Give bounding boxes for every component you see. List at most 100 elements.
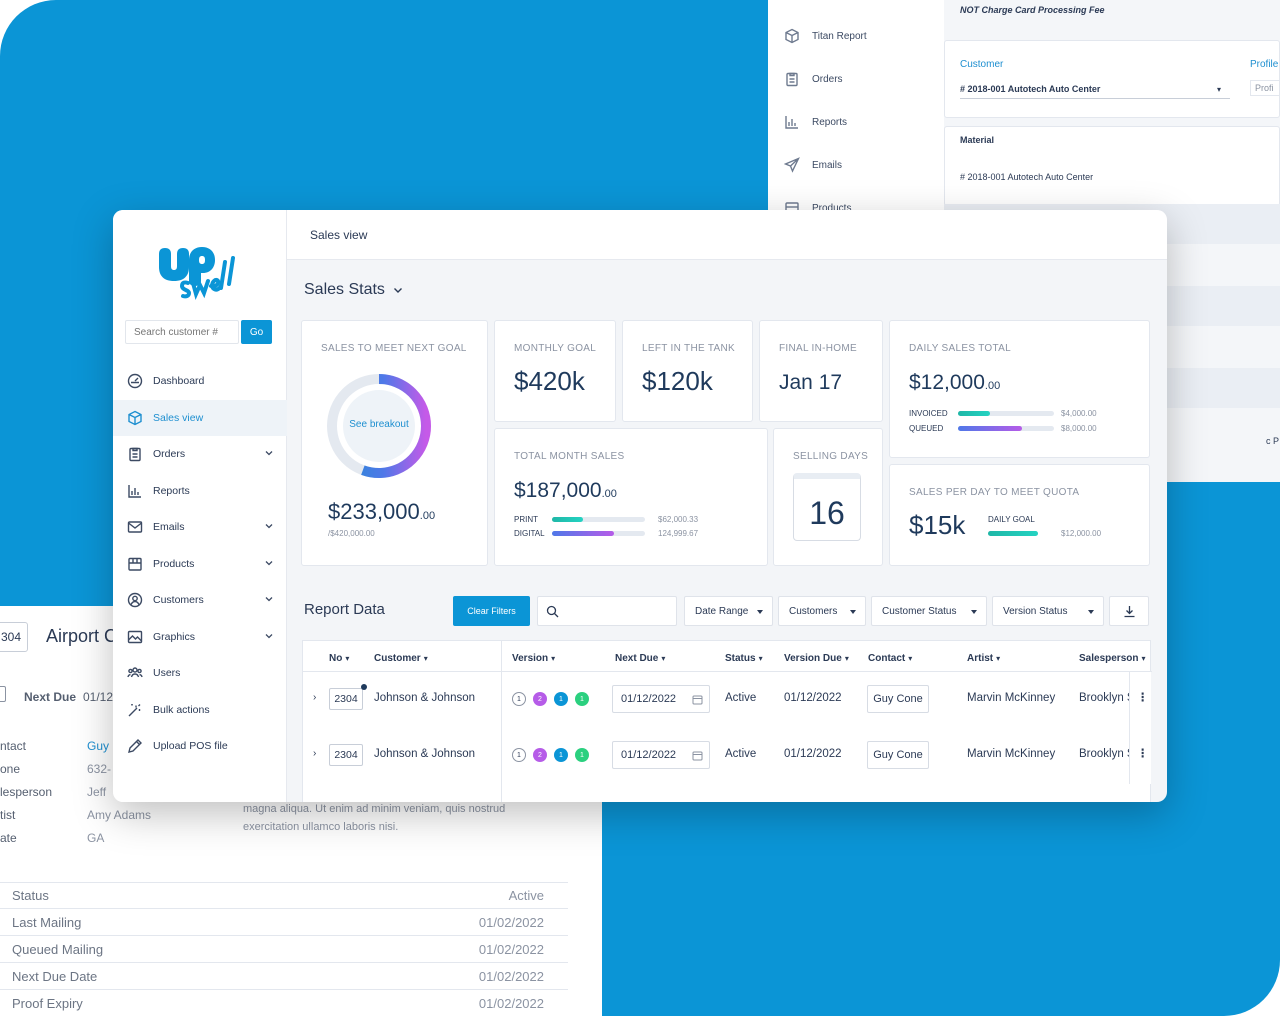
version-status-filter[interactable]: Version Status xyxy=(992,596,1104,626)
customer-search-input[interactable] xyxy=(125,320,239,344)
status-table: Status Active Last Mailing 01/02/2022 Qu… xyxy=(0,882,568,1016)
table-search-input[interactable] xyxy=(537,596,677,626)
version-badge[interactable]: 1 xyxy=(554,692,568,706)
digital-label: DIGITAL xyxy=(514,529,545,538)
upswell-logo xyxy=(159,247,235,300)
sidebar-item-users[interactable]: Users xyxy=(113,655,287,691)
chevron-down-icon xyxy=(393,288,402,293)
calendar-icon xyxy=(692,751,703,761)
customer-status-filter[interactable]: Customer Status xyxy=(871,596,987,626)
notes-text: magna aliqua. Ut enim ad minim veniam, q… xyxy=(243,803,506,833)
see-breakout-link[interactable]: See breakout xyxy=(349,419,409,430)
customer-select[interactable]: # 2018-001 Autotech Auto Center xyxy=(960,84,1101,94)
version-badge[interactable]: 1 xyxy=(512,748,526,762)
caret-down-icon xyxy=(971,610,977,614)
more-icon[interactable]: ⋮ xyxy=(1137,692,1149,704)
cube-icon xyxy=(785,28,799,44)
customer-name: Johnson & Johnson xyxy=(374,692,476,704)
version-due-value: 01/12/2022 xyxy=(784,748,842,760)
version-badge[interactable]: 1 xyxy=(512,692,526,706)
sidebar-item-emails[interactable]: Emails xyxy=(113,509,287,545)
sidebar-item-orders[interactable]: Orders xyxy=(113,436,287,472)
nav-item-emails[interactable]: Emails xyxy=(784,154,842,176)
stat-label: Proof Expiry xyxy=(12,995,83,1011)
goal-target: /$420,000.00 xyxy=(328,529,375,538)
bar-chart-icon xyxy=(785,116,798,129)
sidebar-item-label: Products xyxy=(153,558,195,570)
next-due-label: Next Due xyxy=(24,690,77,704)
goal-cents: .00 xyxy=(419,510,436,522)
next-due-date-field[interactable]: 01/12/2022 xyxy=(612,685,710,713)
magic-wand-icon xyxy=(128,704,141,717)
go-button[interactable]: Go xyxy=(241,320,272,344)
calendar-icon xyxy=(692,695,703,705)
box-icon xyxy=(128,557,142,571)
version-badge[interactable]: 2 xyxy=(533,692,547,706)
daily-goal-bar xyxy=(988,531,1038,536)
stat-value: 01/02/2022 xyxy=(478,941,544,957)
next-due-date-field[interactable]: 01/12/2022 xyxy=(612,741,710,769)
date-value: 01/12/2022 xyxy=(621,749,677,761)
material-label: Material xyxy=(960,135,995,145)
column-header-version[interactable]: Version xyxy=(512,653,555,664)
sidebar-item-graphics[interactable]: Graphics xyxy=(113,619,287,655)
date-range-filter[interactable]: Date Range xyxy=(684,596,773,626)
table-row[interactable]: › 2304 Johnson & Johnson 1 2 1 1 01/12/2… xyxy=(303,728,1152,784)
expand-chevron-icon[interactable]: › xyxy=(313,692,317,703)
column-header-salesperson[interactable]: Salesperson xyxy=(1079,653,1146,664)
caret-down-icon xyxy=(1088,610,1094,614)
sidebar-item-customers[interactable]: Customers xyxy=(113,582,287,618)
column-header-status[interactable]: Status xyxy=(725,653,763,664)
column-header-customer[interactable]: Customer xyxy=(374,653,428,664)
column-header-artist[interactable]: Artist xyxy=(967,653,1000,664)
sidebar-item-sales-view[interactable]: Sales view xyxy=(113,400,287,436)
contact-button[interactable]: Guy Cone xyxy=(867,685,929,713)
sidebar-item-reports[interactable]: Reports xyxy=(113,473,287,509)
nav-label: Orders xyxy=(812,73,843,85)
customer-label: Customer xyxy=(960,59,1004,70)
version-badge[interactable]: 1 xyxy=(554,748,568,762)
card-label: TOTAL MONTH SALES xyxy=(514,451,625,462)
download-icon xyxy=(1124,606,1135,618)
column-header-contact[interactable]: Contact xyxy=(868,653,912,664)
sidebar-item-bulk-actions[interactable]: Bulk actions xyxy=(113,692,287,728)
order-number[interactable]: 2304 xyxy=(329,744,363,766)
profile-field[interactable]: Profi xyxy=(1250,80,1280,96)
clear-filters-button[interactable]: Clear Filters xyxy=(453,596,530,626)
pen-icon xyxy=(128,739,142,753)
download-button[interactable] xyxy=(1109,596,1149,626)
order-number[interactable]: 2304 xyxy=(329,688,363,710)
sales-stats-dropdown[interactable]: Sales Stats xyxy=(304,281,403,299)
nav-item-titan-report[interactable]: Titan Report xyxy=(784,25,867,47)
month-sales-amount: $187,000 xyxy=(514,479,602,502)
customers-filter[interactable]: Customers xyxy=(778,596,866,626)
chevron-down-icon xyxy=(265,634,273,639)
table-row[interactable]: › 2304 Johnson & Johnson 1 2 1 1 01/12/2… xyxy=(303,672,1152,728)
nav-item-reports[interactable]: Reports xyxy=(784,111,847,133)
print-bar xyxy=(552,517,645,522)
column-header-version-due[interactable]: Version Due xyxy=(784,653,849,664)
version-due-value: 01/12/2022 xyxy=(784,692,842,704)
card-value: $120k xyxy=(642,366,713,396)
field-label: ntact xyxy=(0,739,27,753)
version-badge[interactable]: 1 xyxy=(575,748,589,762)
customer-select-underline xyxy=(960,98,1230,99)
more-icon[interactable]: ⋮ xyxy=(1137,748,1149,760)
card-label: SALES TO MEET NEXT GOAL xyxy=(321,343,467,354)
print-value: $62,000.33 xyxy=(658,515,699,524)
sidebar-item-dashboard[interactable]: Dashboard xyxy=(113,363,287,399)
selling-days-value: 16 xyxy=(809,495,845,531)
sidebar-item-upload-pos[interactable]: Upload POS file xyxy=(113,728,287,764)
nav-item-orders[interactable]: Orders xyxy=(784,68,843,90)
version-badge[interactable]: 2 xyxy=(533,748,547,762)
sidebar-item-label: Bulk actions xyxy=(153,704,210,716)
column-header-no[interactable]: No xyxy=(329,653,349,664)
version-badge[interactable]: 1 xyxy=(575,692,589,706)
field-label: ate xyxy=(0,831,17,845)
field-value-link[interactable]: Guy xyxy=(87,739,110,753)
column-header-next-due[interactable]: Next Due xyxy=(615,653,665,664)
sidebar-item-products[interactable]: Products xyxy=(113,546,287,582)
table-row: Queued Mailing 01/02/2022 xyxy=(0,936,568,963)
expand-chevron-icon[interactable]: › xyxy=(313,748,317,759)
contact-button[interactable]: Guy Cone xyxy=(867,741,929,769)
